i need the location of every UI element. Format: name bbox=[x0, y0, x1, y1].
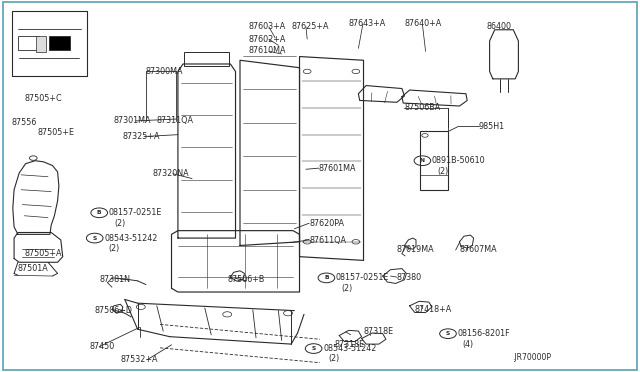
Text: 87505+A: 87505+A bbox=[24, 249, 62, 258]
Text: (2): (2) bbox=[437, 167, 449, 176]
Text: (2): (2) bbox=[341, 284, 353, 293]
Bar bbox=[184, 52, 229, 66]
Bar bbox=[49, 36, 70, 50]
Text: S: S bbox=[446, 331, 450, 336]
Text: 87381N: 87381N bbox=[99, 275, 130, 284]
Text: N: N bbox=[420, 158, 425, 163]
Text: (2): (2) bbox=[109, 244, 120, 253]
Text: 87505+E: 87505+E bbox=[37, 128, 74, 137]
Text: (2): (2) bbox=[328, 355, 340, 363]
Text: 87325+A: 87325+A bbox=[123, 132, 161, 141]
Text: 08157-0251E: 08157-0251E bbox=[336, 273, 389, 282]
Text: 87601MA: 87601MA bbox=[319, 164, 356, 173]
Text: 87380: 87380 bbox=[397, 273, 422, 282]
Text: 08156-8201F: 08156-8201F bbox=[458, 329, 510, 338]
Text: (2): (2) bbox=[114, 219, 125, 228]
Text: 985H1: 985H1 bbox=[479, 122, 505, 131]
Text: 87311QA: 87311QA bbox=[157, 116, 194, 125]
Text: 86400: 86400 bbox=[486, 22, 511, 31]
Text: 87625+A: 87625+A bbox=[292, 22, 330, 31]
Text: 87019MA: 87019MA bbox=[397, 246, 435, 254]
Text: 87620PA: 87620PA bbox=[309, 219, 344, 228]
Bar bbox=[420, 131, 448, 190]
Text: 87506+B: 87506+B bbox=[227, 275, 264, 284]
Text: B: B bbox=[97, 210, 102, 215]
Text: 87603+A: 87603+A bbox=[248, 22, 285, 31]
Text: 87505+C: 87505+C bbox=[24, 94, 62, 103]
Text: 87318E: 87318E bbox=[364, 327, 394, 336]
Text: 87501A: 87501A bbox=[18, 264, 49, 273]
Bar bbox=[18, 36, 39, 50]
Text: B: B bbox=[324, 275, 329, 280]
Text: 87602+A: 87602+A bbox=[248, 35, 285, 44]
Text: 87556: 87556 bbox=[12, 118, 37, 127]
Text: 87611QA: 87611QA bbox=[309, 236, 346, 245]
Text: .JR70000P: .JR70000P bbox=[512, 353, 551, 362]
Text: 87532+A: 87532+A bbox=[120, 355, 158, 364]
Text: S: S bbox=[93, 235, 97, 241]
Text: 87640+A: 87640+A bbox=[404, 19, 442, 28]
Text: (4): (4) bbox=[463, 340, 474, 349]
Text: 87610MA: 87610MA bbox=[248, 46, 286, 55]
Text: 87607MA: 87607MA bbox=[460, 246, 497, 254]
Text: 87301MA: 87301MA bbox=[114, 116, 152, 125]
Text: 87320NA: 87320NA bbox=[152, 169, 189, 178]
Text: 87418+A: 87418+A bbox=[415, 305, 452, 314]
Text: 08543-51242: 08543-51242 bbox=[104, 234, 157, 243]
Text: S: S bbox=[312, 346, 316, 351]
Text: 87318E: 87318E bbox=[335, 340, 365, 349]
Text: 0891B-50610: 0891B-50610 bbox=[432, 156, 486, 165]
Text: 08157-0251E: 08157-0251E bbox=[109, 208, 162, 217]
Text: 87450: 87450 bbox=[90, 342, 115, 351]
Bar bbox=[36, 36, 46, 51]
Text: 87506+D: 87506+D bbox=[95, 306, 132, 315]
Text: 87506BA: 87506BA bbox=[404, 103, 441, 112]
Text: 08543-51242: 08543-51242 bbox=[323, 344, 376, 353]
Text: 87300MA: 87300MA bbox=[146, 67, 184, 76]
Text: 87643+A: 87643+A bbox=[349, 19, 386, 28]
